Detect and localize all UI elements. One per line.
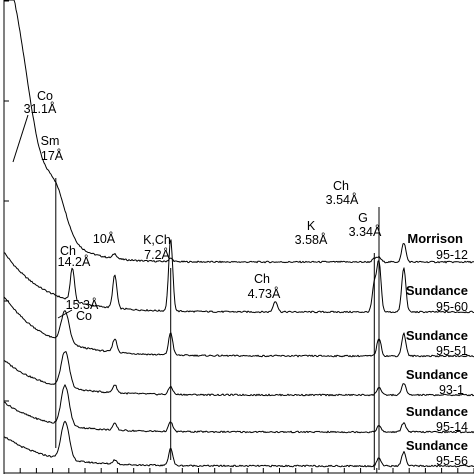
annotation-10-name: 10Å: [93, 231, 116, 246]
annotation-co-name: Co: [37, 89, 53, 103]
series-label-formation-5: Sundance: [406, 438, 468, 453]
annotation-g-d: 3.34Å: [349, 224, 382, 239]
annotation-k-name: K: [307, 219, 316, 233]
series-trace-93-1: [3, 351, 474, 397]
annotation-ch14-d: 14.2Å: [58, 254, 91, 269]
traces: [3, 0, 474, 468]
annotation-co153-d: 15.3Å: [66, 297, 99, 312]
series-label-formation-0: Morrison: [407, 231, 463, 246]
annotations: Co 31.1Å Sm 17Å Ch 14.2Å 10Å K,Ch 7.2Å C…: [12, 89, 468, 468]
annotation-co153-name: Co: [76, 309, 92, 323]
annotation-g-name: G: [358, 211, 368, 225]
series-label-sample-3: 93-1: [439, 383, 464, 397]
series-trace-95-14: [3, 384, 474, 434]
axes: [3, 0, 474, 474]
series-label-formation-2: Sundance: [406, 328, 468, 343]
series-trace-95-56: [3, 420, 474, 468]
y-ticks: [4, 0, 9, 402]
series-label-formation-4: Sundance: [406, 404, 468, 419]
series-label-sample-1: 95-60: [436, 300, 468, 314]
annotation-ch354-name: Ch: [333, 179, 349, 193]
series-label-sample-4: 95-14: [436, 420, 468, 434]
annotation-ch473-name: Ch: [254, 272, 270, 286]
annotation-kch-d: 7.2Å: [144, 247, 170, 262]
series-trace-95-60: [3, 239, 474, 314]
annotation-ch473-d: 4.73Å: [248, 286, 281, 301]
peak-lines: [55, 178, 380, 470]
series-label-formation-1: Sundance: [406, 283, 468, 298]
annotation-ch354-d: 3.54Å: [326, 192, 359, 207]
x-ticks: [3, 468, 474, 473]
series-label-sample-5: 95-56: [436, 454, 468, 468]
annotation-k-d: 3.58Å: [295, 232, 328, 247]
series-label-sample-2: 95-51: [436, 344, 468, 358]
annotation-sm-name: Sm: [41, 134, 60, 148]
series-label-sample-0: 95-12: [436, 248, 468, 262]
annotation-ch14-name: Ch: [60, 244, 76, 258]
series-label-formation-3: Sundance: [406, 367, 468, 382]
series-trace-95-51: [3, 296, 474, 358]
annotation-co-d: 31.1Å: [24, 101, 57, 116]
annotation-sm-d: 17Å: [41, 148, 64, 163]
leader-co153: [57, 309, 73, 319]
leader-co: [12, 114, 29, 163]
annotation-kch-name: K,Ch: [143, 233, 171, 247]
series-trace-95-12: [4, 0, 474, 264]
